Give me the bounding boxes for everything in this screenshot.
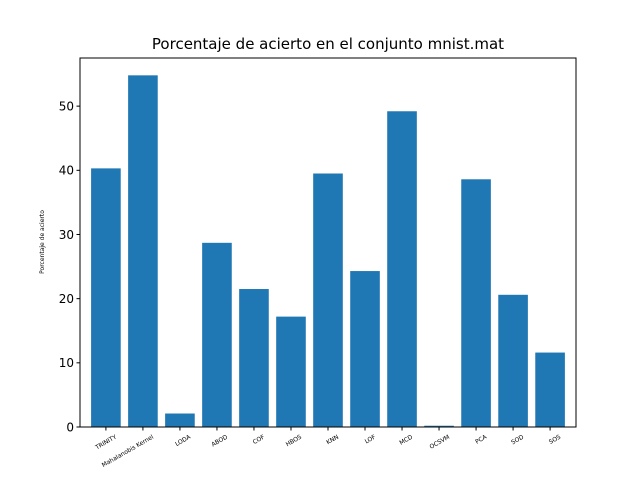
bar-knn <box>313 173 343 427</box>
y-tick-label: 40 <box>59 164 74 178</box>
plot-frame <box>79 57 577 428</box>
bar-lof <box>350 271 380 427</box>
y-tick-label: 20 <box>59 292 74 306</box>
bar-sod <box>498 294 528 427</box>
bar-cof <box>239 289 269 427</box>
bar-trinity <box>91 168 121 427</box>
y-tick-label: 10 <box>59 356 74 370</box>
bar-mcd <box>387 111 417 427</box>
chart-title: Porcentaje de acierto en el conjunto mni… <box>152 35 504 53</box>
bars-layer <box>91 75 565 427</box>
bar-sos <box>535 352 565 427</box>
y-axis-label: Porcentaje de acierto <box>39 210 46 274</box>
x-tick-label: LOF <box>364 433 378 445</box>
bar-abod <box>202 242 232 427</box>
y-axis: 0 10 20 30 40 50 <box>59 99 80 434</box>
bar-pca <box>461 179 491 427</box>
y-tick-label: 0 <box>66 420 74 434</box>
bar-mahalanobis-kernel <box>128 75 158 427</box>
bar-ocsvm <box>424 425 454 427</box>
bar-hbos <box>276 316 306 427</box>
y-tick-label: 50 <box>59 99 74 113</box>
y-tick-label: 30 <box>59 228 74 242</box>
bar-loda <box>165 413 195 427</box>
